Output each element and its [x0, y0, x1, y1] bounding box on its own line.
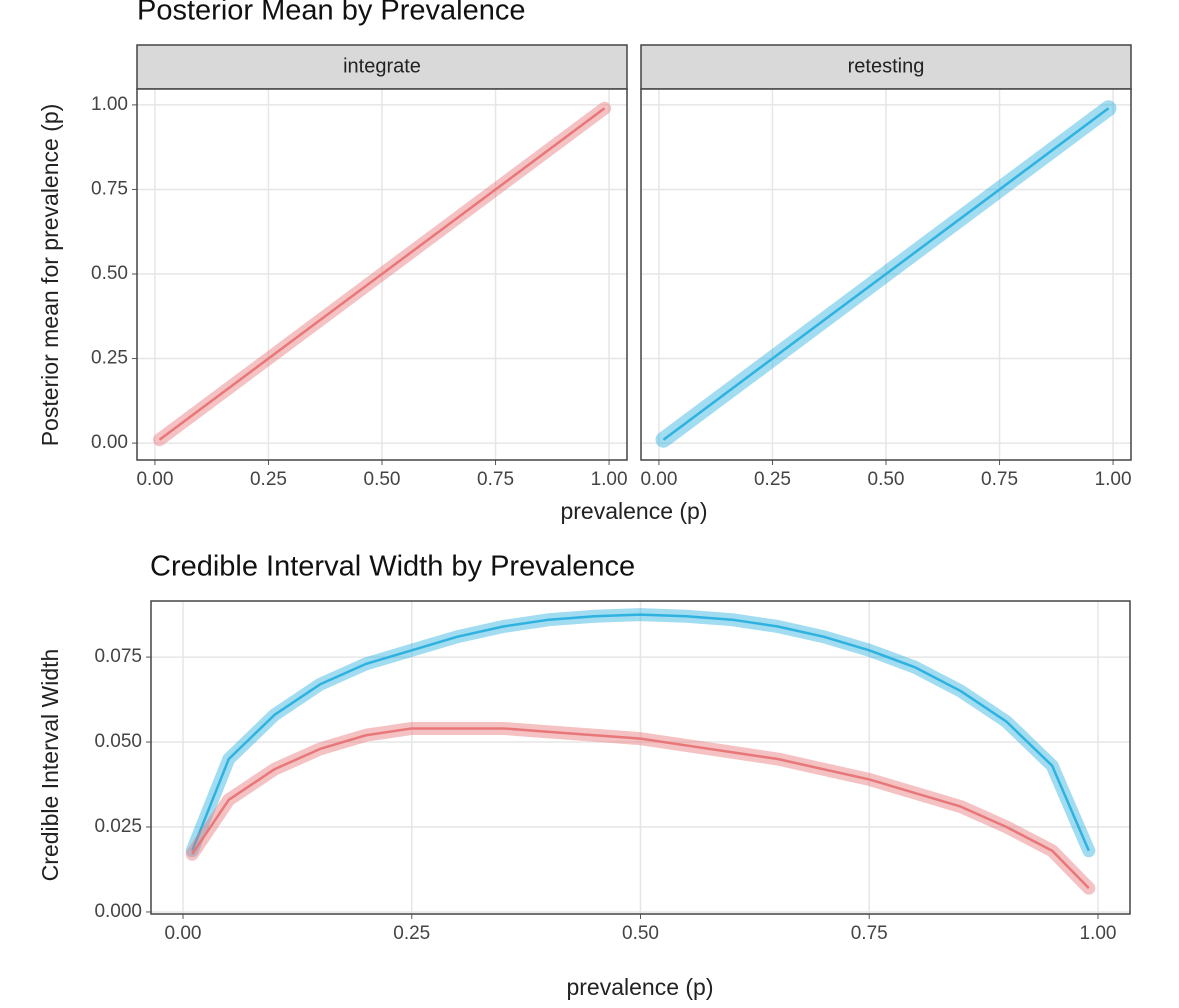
chart-title: Posterior Mean by Prevalence: [137, 0, 525, 27]
x-tick-label: 0.25: [250, 469, 287, 490]
x-tick-label: 0.75: [477, 469, 514, 490]
strip: [136, 44, 628, 90]
strip-label: integrate: [343, 55, 421, 77]
x-tick-label: 0.00: [640, 469, 677, 490]
x-axis-title: prevalence (p): [566, 974, 713, 1000]
x-tick-label: 0.75: [981, 469, 1018, 490]
y-tick-label: 0.25: [91, 348, 128, 369]
panel-border: [150, 600, 1131, 915]
x-tick-label: 0.00: [165, 923, 202, 944]
y-tick-label: 0.050: [94, 731, 142, 752]
x-tick-label: 0.50: [868, 469, 905, 490]
x-tick-label: 1.00: [1079, 923, 1116, 944]
y-tick-label: 0.075: [94, 646, 142, 667]
line: [191, 727, 1090, 890]
line: [158, 107, 606, 441]
y-tick-label: 1.00: [91, 94, 128, 115]
y-tick-label: 0.025: [94, 816, 142, 837]
y-tick-label: 0.00: [91, 432, 128, 453]
y-axis-title: Posterior mean for prevalence (p): [37, 104, 63, 447]
y-axis-title: Credible Interval Width: [37, 649, 63, 882]
x-tick-label: 0.25: [393, 923, 430, 944]
x-tick-label: 0.50: [622, 923, 659, 944]
strip-label: retesting: [848, 55, 925, 77]
strip: [640, 44, 1132, 90]
panel-border: [136, 88, 628, 461]
x-tick-label: 0.00: [136, 469, 173, 490]
panel-border: [640, 88, 1132, 461]
y-tick-label: 0.000: [94, 901, 142, 922]
line: [191, 613, 1090, 852]
x-tick-label: 1.00: [1095, 469, 1132, 490]
line: [662, 107, 1110, 441]
y-tick-label: 0.50: [91, 263, 128, 284]
x-axis-title: prevalence (p): [560, 498, 707, 524]
y-tick-label: 0.75: [91, 178, 128, 199]
x-tick-label: 0.50: [364, 469, 401, 490]
x-tick-label: 1.00: [591, 469, 628, 490]
chart-title: Credible Interval Width by Prevalence: [150, 551, 635, 583]
x-tick-label: 0.75: [851, 923, 888, 944]
x-tick-label: 0.25: [754, 469, 791, 490]
